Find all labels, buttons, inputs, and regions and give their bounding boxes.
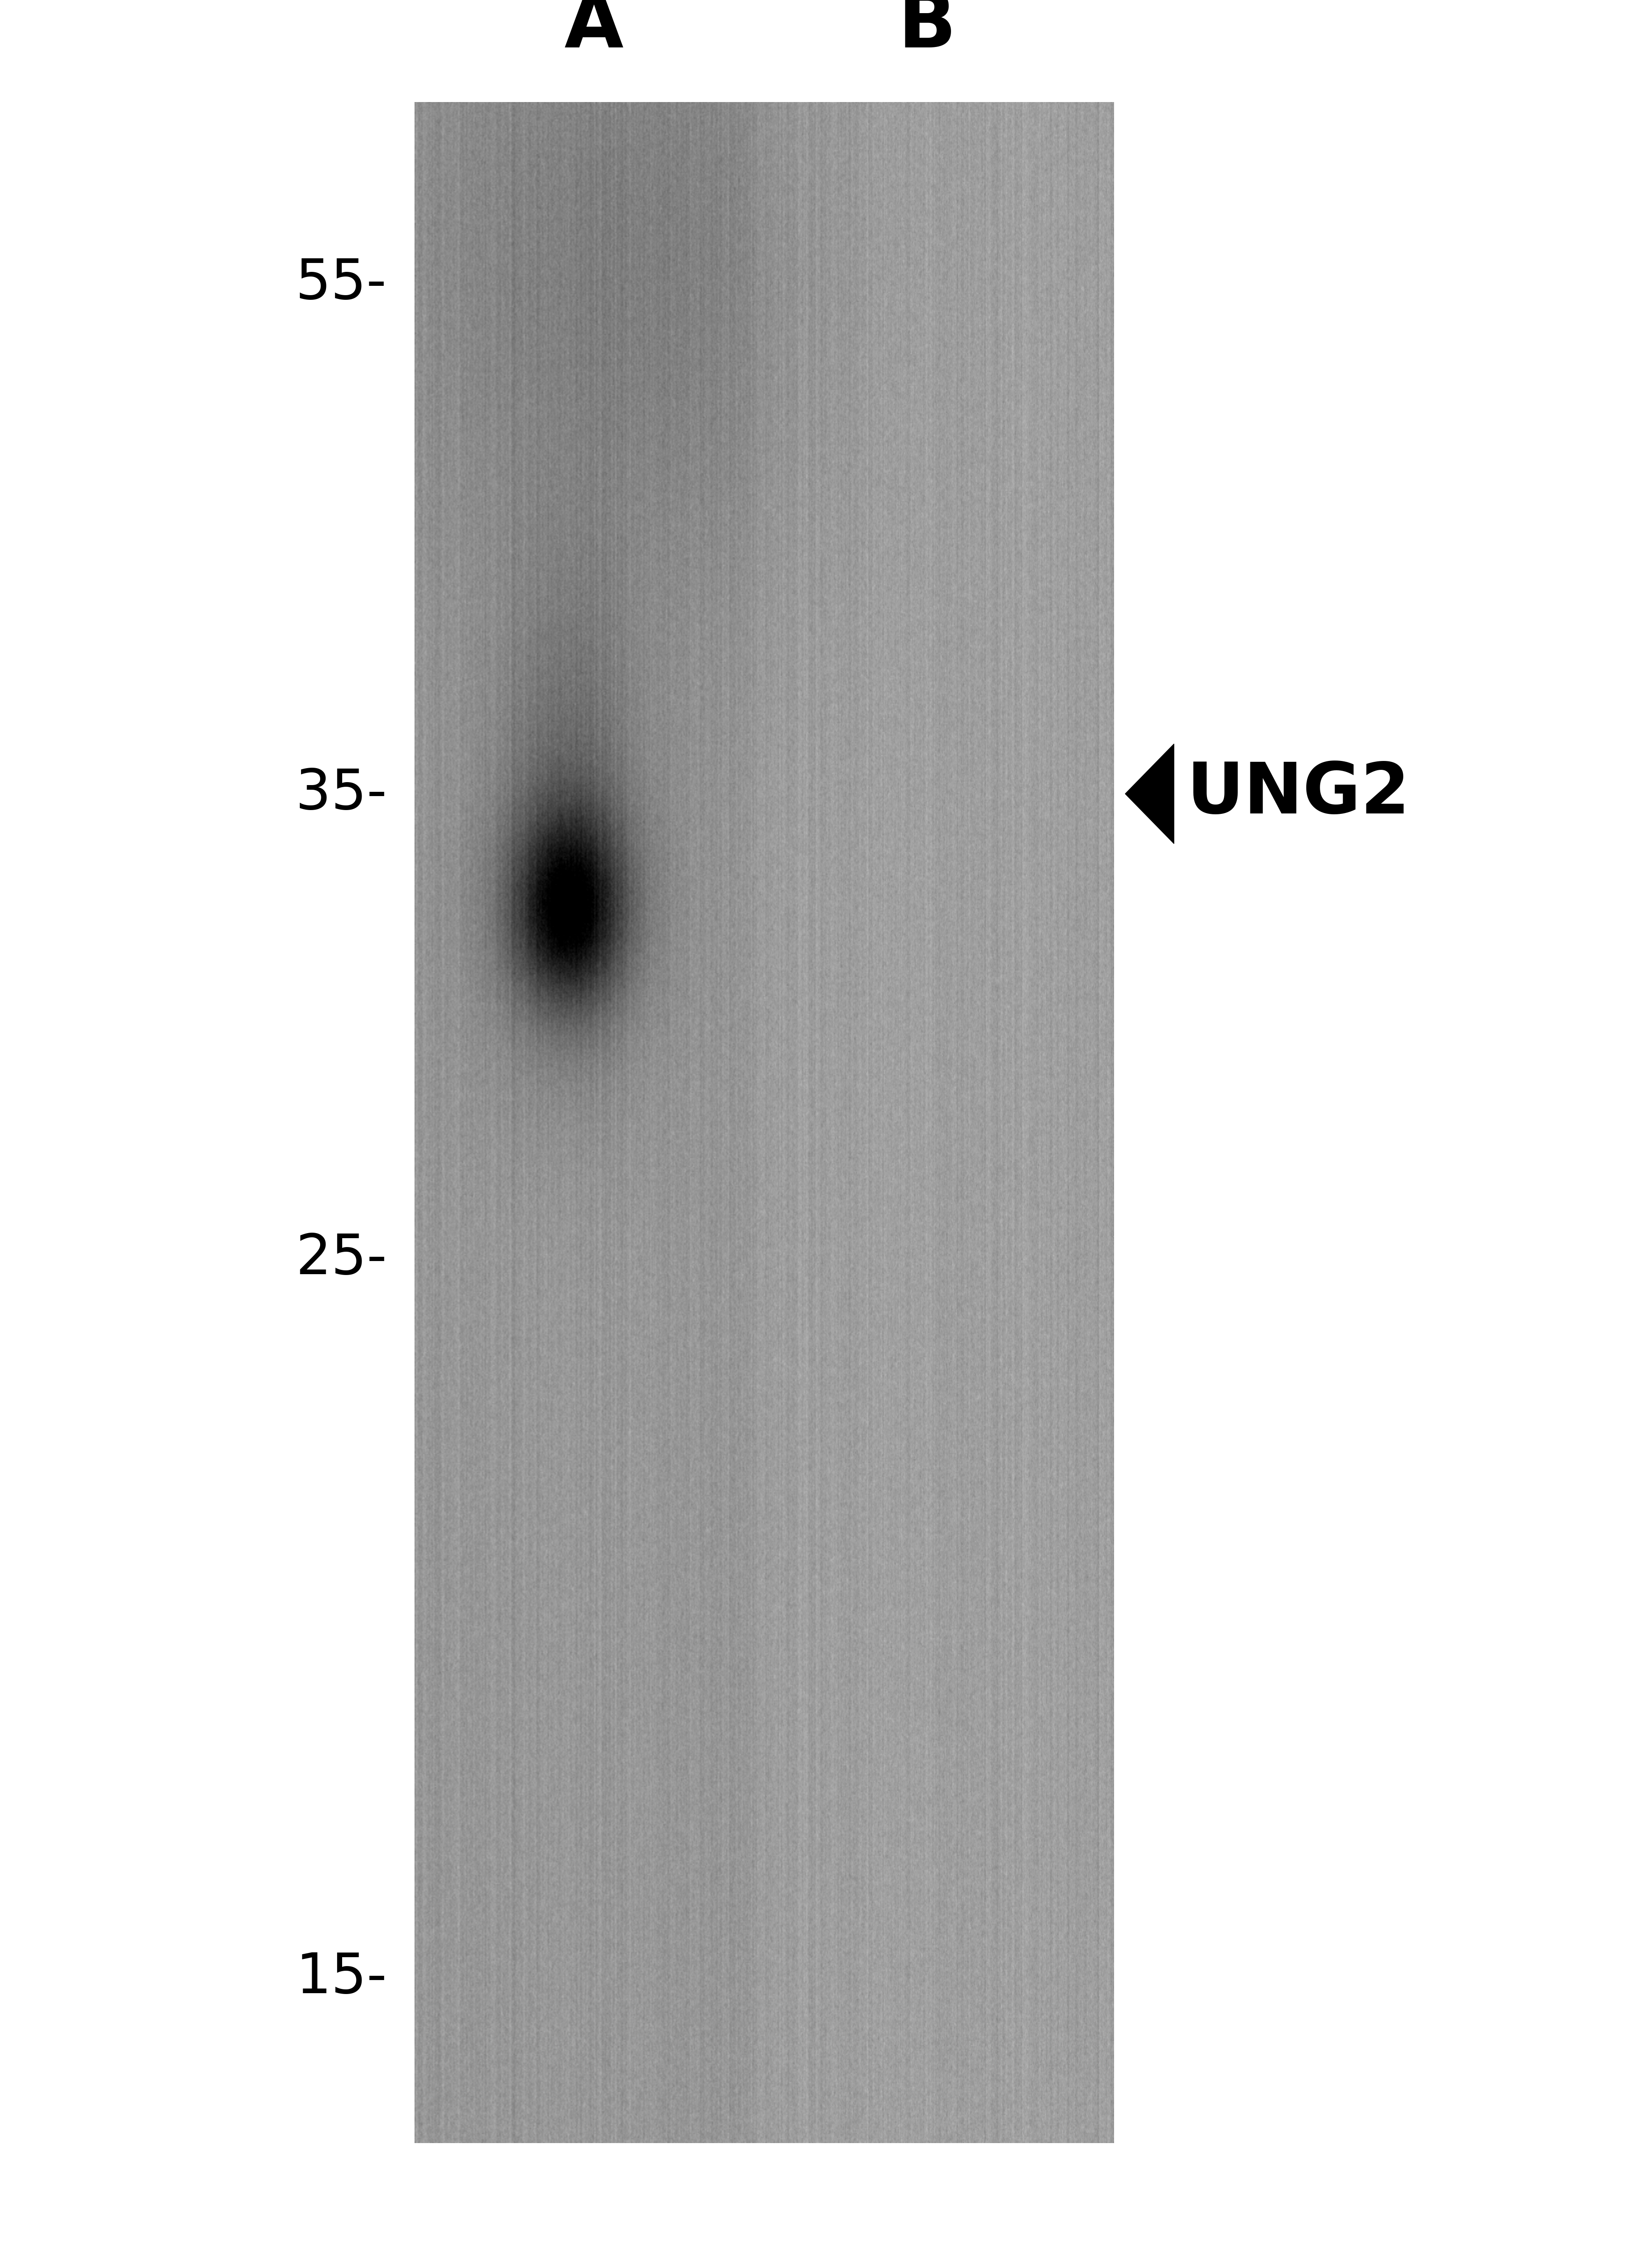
Text: 35-: 35- bbox=[296, 767, 387, 821]
Text: © ProSci Inc.: © ProSci Inc. bbox=[649, 1610, 896, 1769]
Text: 55-: 55- bbox=[296, 256, 387, 311]
Text: 25-: 25- bbox=[296, 1232, 387, 1286]
Text: B: B bbox=[898, 0, 956, 64]
Polygon shape bbox=[1125, 744, 1174, 844]
Text: UNG2: UNG2 bbox=[1187, 760, 1410, 828]
Text: 15-: 15- bbox=[296, 1950, 387, 2005]
Text: A: A bbox=[564, 0, 623, 64]
